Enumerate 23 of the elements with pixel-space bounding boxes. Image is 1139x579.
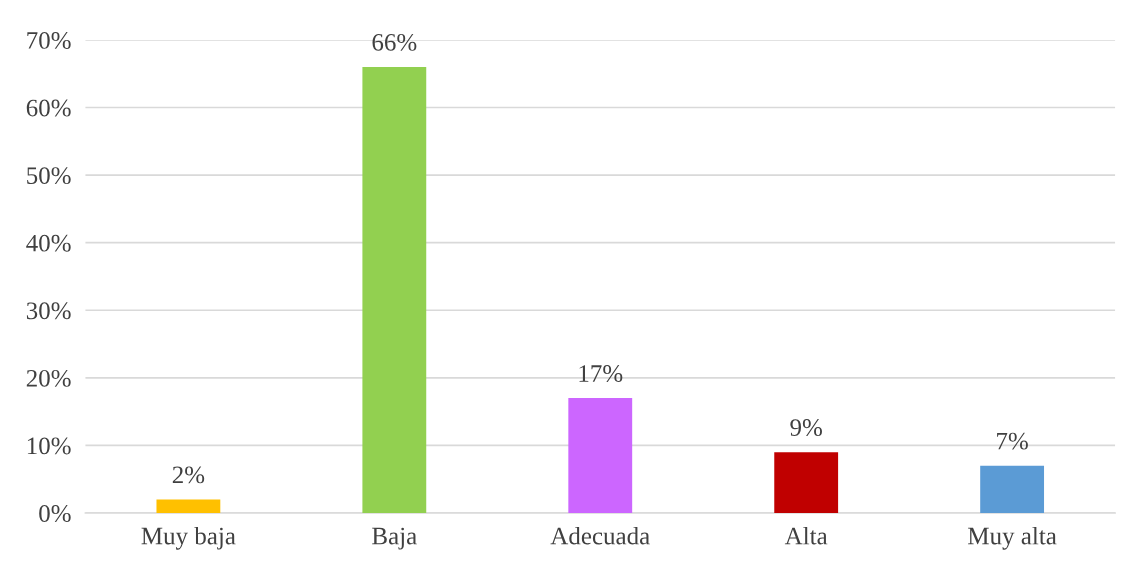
bar [568,398,633,513]
y-tick-label: 40% [26,234,71,252]
bar [980,465,1045,513]
data-label: 9% [790,419,822,437]
y-tick-label: 60% [26,99,71,117]
y-tick-label: 0% [39,505,71,522]
bar [362,66,427,513]
x-tick-label: Muy baja [141,526,236,550]
bar [774,452,839,513]
data-label: 66% [372,33,417,51]
data-label: 17% [579,365,623,382]
x-tick-label: Alta [784,526,828,545]
y-tick-label: 10% [27,437,71,455]
x-tick-label: Baja [372,527,417,550]
bar [156,499,221,513]
y-tick-label: 30% [26,302,71,320]
x-tick-label: Adecuada [550,526,650,545]
y-tick-label: 70% [27,32,71,49]
data-label: 2% [172,466,205,484]
y-tick-label: 20% [26,369,71,387]
data-label: 7% [997,432,1028,450]
y-tick-label: 50% [27,167,71,185]
x-tick-label: Muy alta [968,526,1057,550]
